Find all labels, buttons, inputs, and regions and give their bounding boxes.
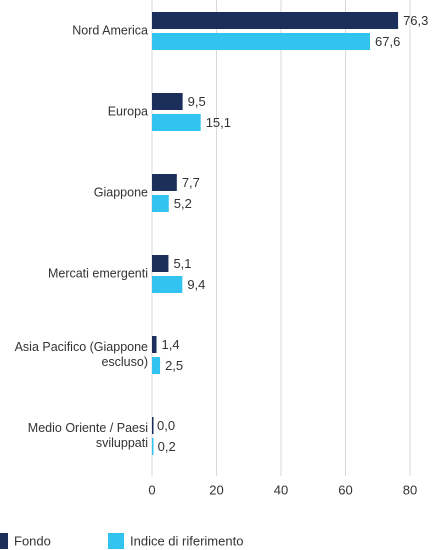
value-label: 67,6 bbox=[375, 34, 400, 49]
value-label: 5,1 bbox=[173, 256, 191, 271]
value-label: 2,5 bbox=[165, 358, 183, 373]
bar bbox=[152, 114, 201, 131]
value-label: 7,7 bbox=[182, 175, 200, 190]
value-label: 15,1 bbox=[206, 115, 231, 130]
category-label: Giappone bbox=[93, 185, 148, 200]
category-label: Medio Oriente / Paesi sviluppati bbox=[27, 421, 148, 450]
bar bbox=[152, 174, 177, 191]
category-label: Asia Pacifico (Giappone escluso) bbox=[14, 340, 148, 369]
bar bbox=[152, 438, 154, 455]
bar bbox=[152, 336, 157, 353]
bar bbox=[152, 255, 169, 272]
bar bbox=[152, 33, 371, 50]
category-label: Nord America bbox=[72, 23, 148, 38]
bar bbox=[152, 195, 169, 212]
bar bbox=[152, 12, 399, 29]
legend-swatch bbox=[108, 533, 124, 549]
category-label: Europa bbox=[107, 104, 148, 119]
bar bbox=[152, 417, 154, 434]
bar bbox=[152, 276, 183, 293]
legend-label: Fondo bbox=[14, 533, 51, 548]
value-label: 9,4 bbox=[187, 277, 205, 292]
bar bbox=[152, 93, 183, 110]
legend-label: Indice di riferimento bbox=[130, 533, 243, 548]
value-label: 76,3 bbox=[403, 13, 428, 28]
value-label: 0,0 bbox=[157, 418, 175, 433]
x-tick-label: 40 bbox=[274, 482, 288, 497]
category-label: Mercati emergenti bbox=[47, 266, 148, 281]
x-tick-label: 0 bbox=[148, 482, 155, 497]
value-label: 1,4 bbox=[162, 337, 180, 352]
x-tick-label: 80 bbox=[403, 482, 417, 497]
value-label: 9,5 bbox=[188, 94, 206, 109]
value-label: 5,2 bbox=[174, 196, 192, 211]
bar bbox=[152, 357, 161, 374]
value-label: 0,2 bbox=[158, 439, 176, 454]
x-tick-label: 60 bbox=[338, 482, 352, 497]
legend-swatch bbox=[0, 533, 8, 549]
x-tick-label: 20 bbox=[209, 482, 223, 497]
